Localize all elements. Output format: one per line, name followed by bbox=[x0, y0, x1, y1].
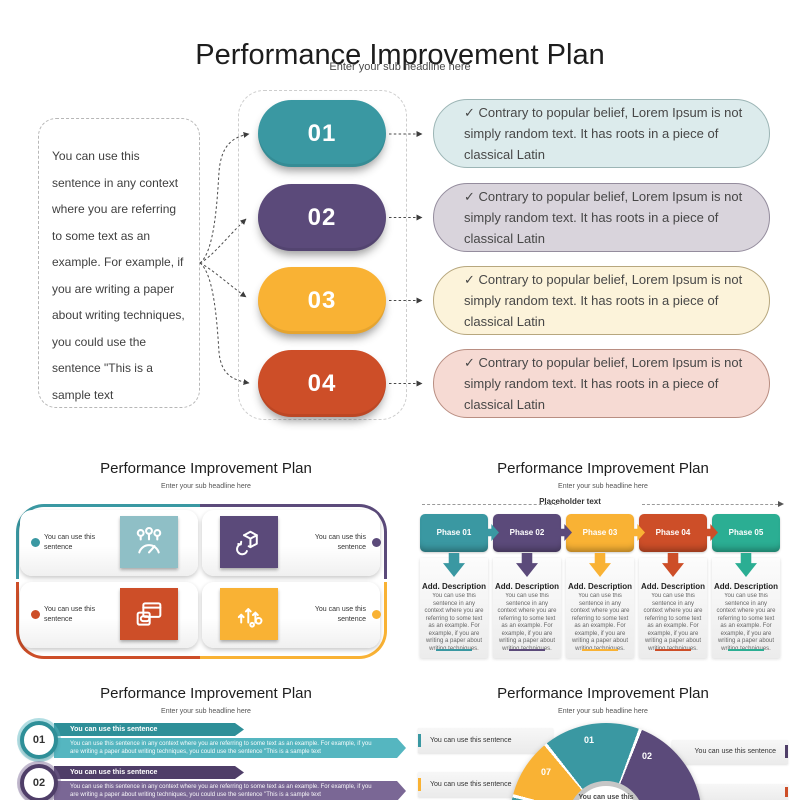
phase-desc-body: You can use this sentence in any context… bbox=[570, 593, 630, 650]
phase-desc-heading: Add. Description bbox=[494, 582, 559, 591]
quadrant-frame-top-left bbox=[16, 504, 203, 579]
pie-segment-number: 02 bbox=[641, 751, 652, 761]
phase-underline bbox=[655, 649, 691, 651]
phase-desc-body: You can use this sentence in any context… bbox=[497, 593, 557, 650]
phase-underline bbox=[582, 649, 618, 651]
step-pill-03: 03 bbox=[258, 267, 386, 334]
phase-desc-body: You can use this sentence in any context… bbox=[643, 593, 703, 650]
card-label: You can use this sentence bbox=[314, 606, 366, 623]
quadrant-frame-bottom-left bbox=[16, 582, 203, 659]
page-subtitle: Enter your sub headline here bbox=[329, 61, 471, 73]
phase-header: Phase 05 bbox=[712, 514, 780, 552]
pie-label-right bbox=[672, 784, 788, 800]
list-row-number: 01 bbox=[20, 721, 58, 759]
step-note-text: ✓ Contrary to popular belief, Lorem Ipsu… bbox=[464, 105, 743, 162]
card-label: You can use this sentence bbox=[314, 534, 366, 551]
slide-subtitle: Enter your sub headline here bbox=[558, 483, 648, 490]
phase-desc-heading: Add. Description bbox=[640, 582, 705, 591]
tick-mark bbox=[418, 734, 421, 747]
page-title: Performance Improvement Plan bbox=[195, 39, 605, 72]
step-pill-01: 01 bbox=[258, 100, 386, 167]
pie-segment-number: 07 bbox=[540, 767, 551, 777]
package-return-icon bbox=[236, 530, 258, 556]
phase-header: Phase 03 bbox=[566, 514, 634, 552]
step-note-text: ✓ Contrary to popular belief, Lorem Ipsu… bbox=[464, 189, 743, 246]
phase-desc-heading: Add. Description bbox=[421, 582, 486, 591]
card-label: You can use this sentence bbox=[44, 534, 96, 551]
tick-mark bbox=[785, 787, 788, 797]
phase-underline bbox=[728, 649, 764, 651]
slide-thumbnail-quadrants[interactable]: Performance Improvement Plan Enter your … bbox=[14, 452, 398, 674]
list-row-body: You can use this sentence in any context… bbox=[54, 738, 406, 758]
steps-frame bbox=[238, 90, 407, 420]
bullet-dot bbox=[372, 610, 381, 619]
dashed-line bbox=[642, 504, 778, 505]
step-note-text: ✓ Contrary to popular belief, Lorem Ipsu… bbox=[464, 355, 743, 412]
slide-subtitle: Enter your sub headline here bbox=[161, 483, 251, 490]
phase-desc-heading: Add. Description bbox=[567, 582, 632, 591]
step-note-03: ✓ Contrary to popular belief, Lorem Ipsu… bbox=[433, 266, 770, 335]
slide-title: Performance Improvement Plan bbox=[100, 685, 312, 702]
step-note-01: ✓ Contrary to popular belief, Lorem Ipsu… bbox=[433, 99, 770, 168]
step-number: 04 bbox=[307, 369, 337, 397]
intro-text-box: You can use this sentence in any context… bbox=[38, 118, 200, 408]
quadrant-frame-top-right bbox=[200, 504, 387, 579]
bullet-dot bbox=[31, 538, 40, 547]
pie-segment-number: 01 bbox=[583, 735, 594, 745]
icon-tile bbox=[120, 588, 178, 640]
phase-header: Phase 02 bbox=[493, 514, 561, 552]
list-row-number: 02 bbox=[20, 764, 58, 800]
step-number: 01 bbox=[307, 119, 337, 147]
phase-header: Phase 04 bbox=[639, 514, 707, 552]
gauge-icon bbox=[136, 526, 162, 554]
placeholder-label: Placeholder text bbox=[539, 497, 601, 506]
step-number: 03 bbox=[307, 286, 337, 314]
pie-label-left: You can use this sentence bbox=[418, 728, 553, 753]
slide-thumbnail-list[interactable]: Performance Improvement Plan Enter your … bbox=[14, 677, 398, 800]
tick-mark bbox=[418, 778, 421, 791]
phase-underline bbox=[509, 649, 545, 651]
slide-title: Performance Improvement Plan bbox=[497, 460, 709, 477]
quadrant-frame-bottom-right bbox=[200, 582, 387, 659]
dashed-line bbox=[422, 504, 557, 505]
step-pill-04: 04 bbox=[258, 350, 386, 417]
phase-desc-body: You can use this sentence in any context… bbox=[716, 593, 776, 650]
list-row-header: You can use this sentence bbox=[54, 723, 244, 736]
step-number: 02 bbox=[307, 203, 337, 231]
list-row-body: You can use this sentence in any context… bbox=[54, 781, 406, 800]
tick-mark bbox=[785, 745, 788, 758]
step-pill-02: 02 bbox=[258, 184, 386, 251]
slide-thumbnail-phases[interactable]: Performance Improvement Plan Enter your … bbox=[410, 452, 796, 674]
slide-title: Performance Improvement Plan bbox=[100, 460, 312, 477]
icon-tile bbox=[120, 516, 178, 568]
slide-title: Performance Improvement Plan bbox=[497, 685, 709, 702]
card-label: You can use this sentence bbox=[44, 606, 96, 623]
phase-desc-body: You can use this sentence in any context… bbox=[424, 593, 484, 650]
link-icon bbox=[136, 602, 162, 626]
slide-subtitle: Enter your sub headline here bbox=[558, 708, 648, 715]
step-note-04: ✓ Contrary to popular belief, Lorem Ipsu… bbox=[433, 349, 770, 418]
bullet-dot bbox=[372, 538, 381, 547]
bullet-dot bbox=[31, 610, 40, 619]
list-row-header: You can use this sentence bbox=[54, 766, 244, 779]
pie-label-right: You can use this sentence bbox=[672, 740, 788, 764]
arrow-right-icon bbox=[778, 501, 784, 507]
intro-text: You can use this sentence in any context… bbox=[52, 149, 185, 402]
step-note-text: ✓ Contrary to popular belief, Lorem Ipsu… bbox=[464, 272, 743, 329]
step-note-02: ✓ Contrary to popular belief, Lorem Ipsu… bbox=[433, 183, 770, 252]
icon-tile bbox=[220, 588, 278, 640]
slide-subtitle: Enter your sub headline here bbox=[161, 708, 251, 715]
icon-tile bbox=[220, 516, 278, 568]
phase-underline bbox=[436, 649, 472, 651]
growth-arrows-icon bbox=[237, 608, 263, 628]
slide-thumbnail-pie[interactable]: Performance Improvement Plan Enter your … bbox=[410, 677, 796, 800]
phase-header: Phase 01 bbox=[420, 514, 488, 552]
phase-desc-heading: Add. Description bbox=[713, 582, 778, 591]
